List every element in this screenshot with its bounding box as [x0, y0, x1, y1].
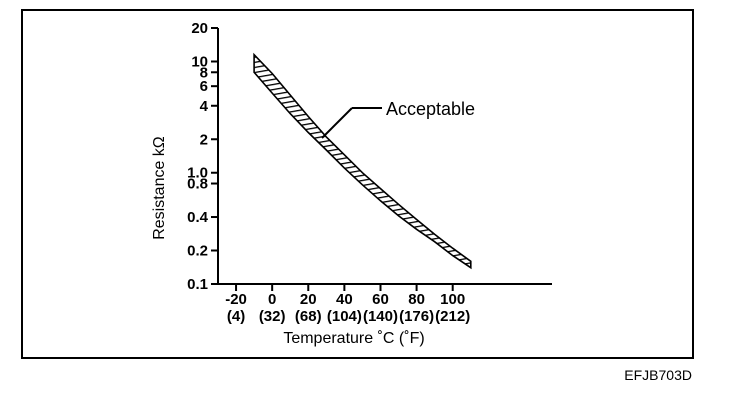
x-tick-label-fahrenheit: (176) [399, 308, 434, 325]
x-tick-label-celsius: 100 [440, 291, 465, 308]
series-acceptable-band [253, 52, 472, 270]
y-tick-label: 2 [200, 131, 208, 148]
annotation-leader-line [321, 107, 353, 139]
y-tick-label: 10 [191, 53, 208, 70]
x-tick-label-celsius: 40 [336, 291, 353, 308]
y-axis-title: Resistance kΩ [151, 136, 168, 240]
y-tick-label: 1.0 [187, 165, 208, 182]
y-tick-label: 20 [191, 20, 208, 37]
figure-frame [21, 9, 694, 359]
y-tick-label: 0.2 [187, 243, 208, 260]
y-tick-label: 0.1 [187, 276, 208, 293]
x-tick-label-fahrenheit: (212) [435, 308, 470, 325]
x-tick-label-celsius: -20 [225, 291, 247, 308]
x-tick-label-fahrenheit: (32) [259, 308, 286, 325]
annotation-acceptable: Acceptable [386, 99, 475, 119]
x-tick-label-fahrenheit: (4) [227, 308, 245, 325]
figure-id: EFJB703D [624, 367, 692, 383]
y-tick-label: 0.4 [187, 209, 209, 226]
x-tick-label-fahrenheit: (104) [327, 308, 362, 325]
x-axis-ticks: -20(4) 0(32) 20(68) 40(104) 60(140) 80(176) 10… [225, 284, 470, 325]
x-tick-label-fahrenheit: (140) [363, 308, 398, 325]
x-tick-label-celsius: 80 [408, 291, 425, 308]
y-tick-label: 8 [200, 64, 208, 81]
x-tick-label-celsius: 0 [268, 291, 276, 308]
y-tick-label: 6 [200, 78, 208, 95]
x-tick-label-fahrenheit: (68) [295, 308, 322, 325]
x-tick-label-celsius: 60 [372, 291, 389, 308]
x-tick-label-celsius: 20 [300, 291, 317, 308]
y-tick-label: 0.8 [187, 176, 208, 193]
x-axis-title: Temperature ˚C (˚F) [283, 330, 424, 347]
y-tick-label: 4 [200, 98, 209, 115]
